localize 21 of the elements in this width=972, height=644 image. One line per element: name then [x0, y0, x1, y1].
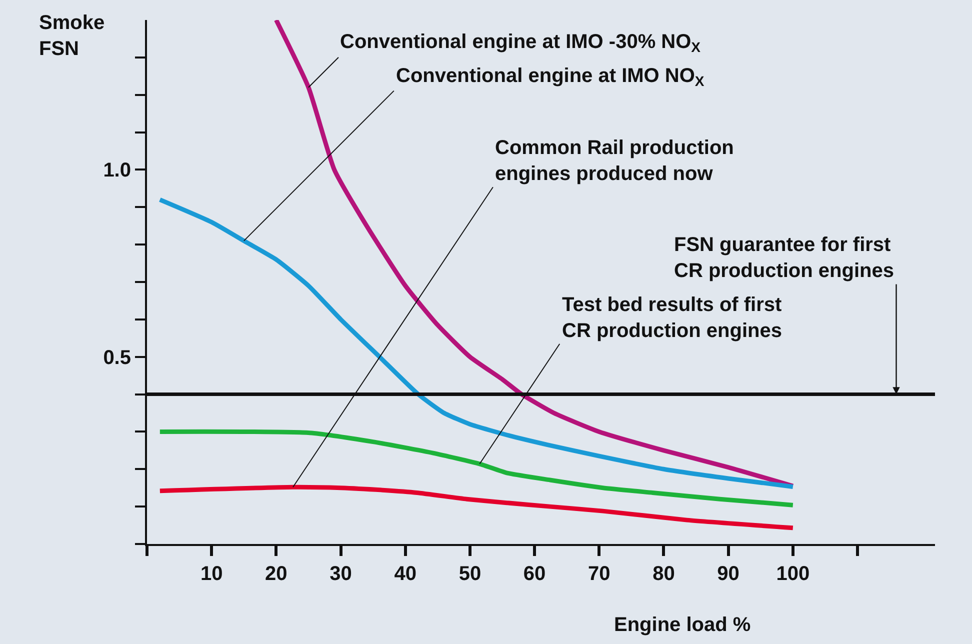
y-axis-title: Smoke FSN	[39, 12, 105, 60]
x-tick-label: 50	[458, 563, 482, 585]
x-tick-label: 10	[200, 563, 223, 585]
x-tick-label: 80	[652, 563, 675, 585]
x-tick-label: 70	[588, 563, 610, 585]
x-tick-label: 20	[265, 563, 288, 585]
line-series	[158, 429, 796, 508]
line-series	[158, 484, 796, 530]
x-axis-title: Engine load %	[614, 614, 751, 636]
text: Conventional engine at IMO -30% NO$_{X}$	[340, 31, 702, 56]
text: Common Rail production engines produced now	[495, 137, 734, 185]
x-tick-label: 30	[330, 563, 352, 585]
y-tick-label: 0.5	[103, 346, 131, 369]
y-tick-label: 1.0	[103, 160, 131, 182]
x-tick-label: 100	[776, 563, 810, 585]
annotation: FSN guarantee for first CR production engines	[674, 234, 894, 282]
text: Conventional engine at IMO NO$_{X}$	[396, 65, 705, 90]
text: Test bed results of first CR production engines	[562, 294, 782, 342]
x-tick-label: 40	[394, 563, 416, 585]
x-tick-label: 60	[523, 563, 546, 585]
x-tick-label: 90	[717, 563, 740, 585]
